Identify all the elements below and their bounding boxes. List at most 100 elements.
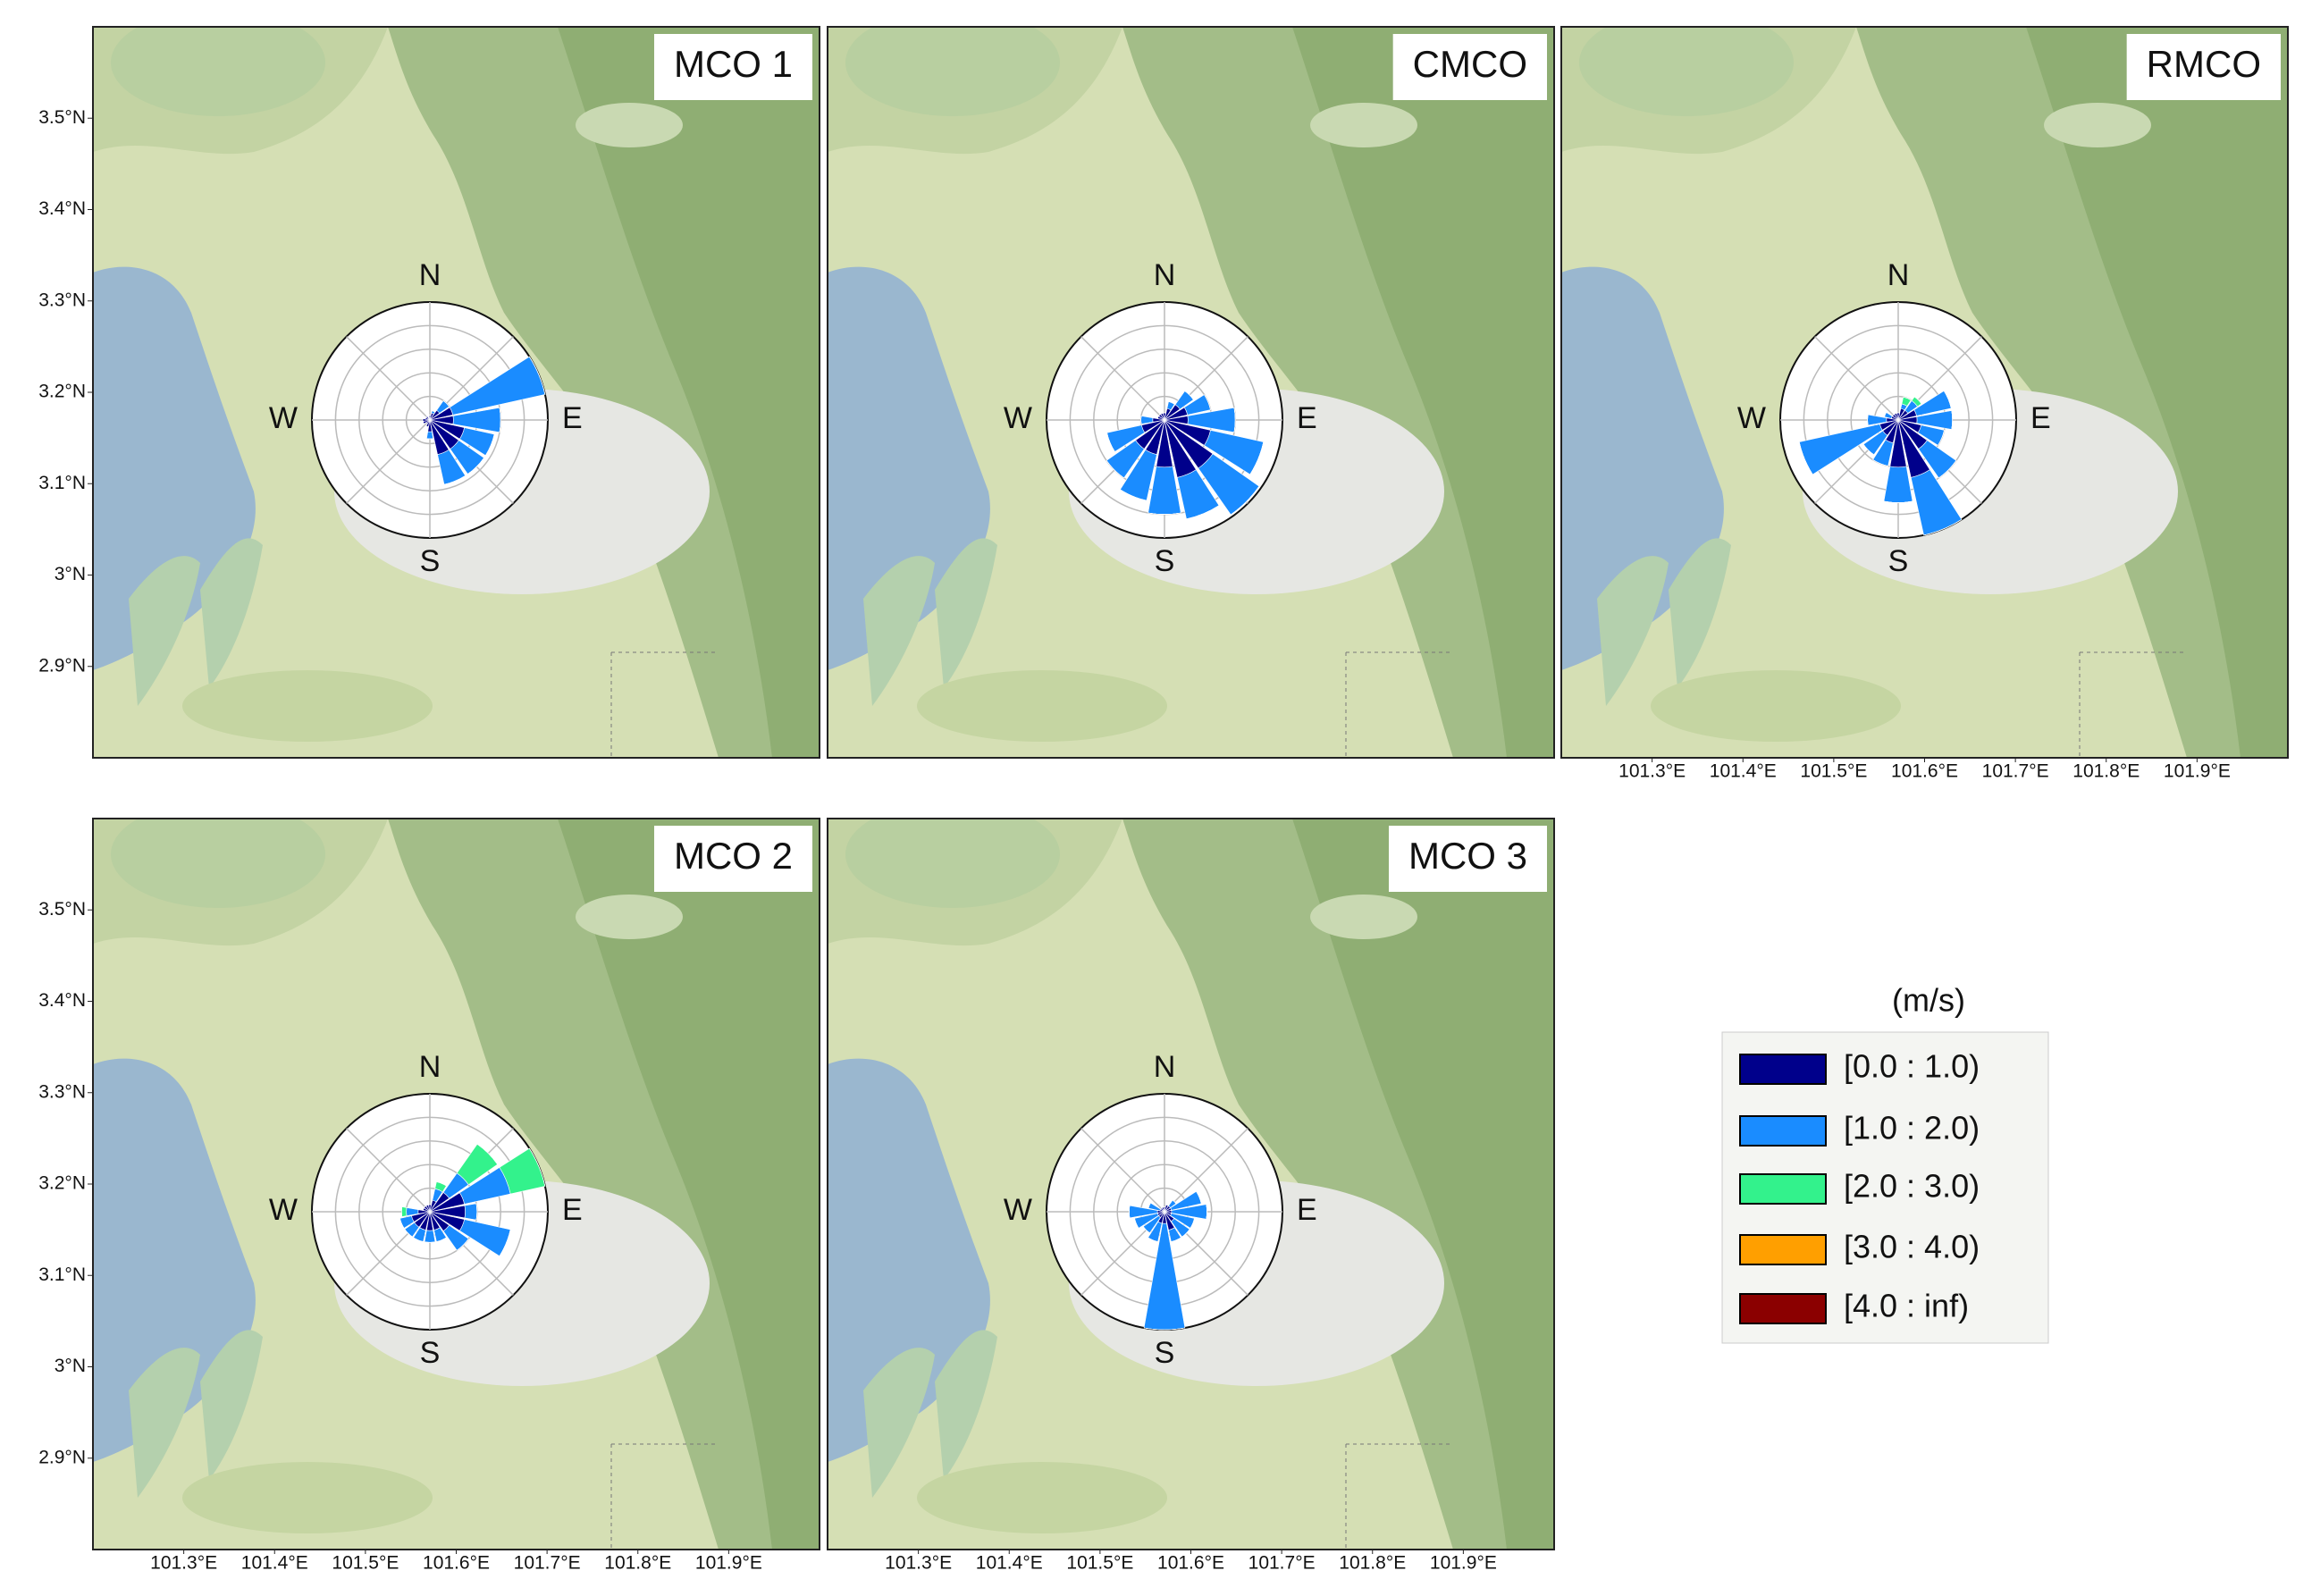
x-tick-label: 101.3°E (885, 1553, 952, 1574)
x-tick-label: 101.4°E (241, 1553, 308, 1574)
compass-label: E (1297, 401, 1317, 435)
x-tick-label: 101.3°E (150, 1553, 217, 1574)
rose-segment (1903, 396, 1912, 400)
panel-title: MCO 3 (1408, 835, 1527, 877)
rose-segment (1172, 1199, 1177, 1205)
x-tick-label: 101.9°E (695, 1553, 762, 1574)
wind-rose (311, 1093, 549, 1331)
compass-label: S (420, 544, 441, 578)
x-tick-label: 101.7°E (1248, 1553, 1316, 1574)
compass-label: E (562, 1193, 583, 1227)
panel-title: RMCO (2147, 43, 2261, 85)
rose-segment (422, 421, 425, 424)
rose-segment (401, 1206, 408, 1217)
x-tick-label: 101.6°E (1891, 761, 1958, 782)
y-tick-label: 3.4°N (38, 198, 86, 219)
y-tick-label: 3°N (55, 1356, 86, 1376)
rose-segment (1938, 460, 1957, 479)
rose-segment (485, 433, 495, 456)
rose-spoke (1080, 1128, 1165, 1213)
map-panel: 2.9°N 3°N 3.1°N 3.2°N 3.3°N 3.4°N 3.5°N 101.3°E… (38, 818, 820, 1574)
panels: 2.9°N 3°N 3.1°N 3.2°N 3.3°N 3.4°N 3.5°N MCO 1 N E… (38, 26, 2289, 1574)
rose-segment (1231, 486, 1260, 516)
x-tick-label: 101.6°E (1157, 1553, 1224, 1574)
compass-label: S (420, 1336, 441, 1370)
panel-title: MCO 1 (674, 43, 793, 85)
x-tick-label: 101.6°E (423, 1553, 490, 1574)
rose-segment (436, 1181, 447, 1187)
rose-spoke (346, 419, 431, 504)
compass-label: N (1887, 258, 1910, 292)
compass-label: E (562, 401, 583, 435)
y-tick-label: 3.5°N (38, 899, 86, 920)
compass-label: N (1154, 258, 1176, 292)
panel-title: MCO 2 (674, 835, 793, 877)
x-tick-label: 101.9°E (1430, 1553, 1497, 1574)
compass-label: S (1155, 1336, 1175, 1370)
compass-label: N (1154, 1050, 1176, 1084)
rose-segment (476, 1144, 498, 1165)
rose-segment (1134, 1218, 1139, 1229)
rose-spoke (346, 336, 431, 421)
panel-title: CMCO (1413, 43, 1527, 85)
compass-label: S (1155, 544, 1175, 578)
x-tick-label: 101.5°E (1800, 761, 1867, 782)
map-panel: 101.3°E 101.4°E 101.5°E 101.6°E 101.7°E 101.8… (827, 818, 1555, 1574)
rose-segment (425, 416, 428, 418)
legend-swatch (1739, 1115, 1827, 1147)
compass-label: N (419, 258, 441, 292)
x-tick-label: 101.5°E (332, 1553, 399, 1574)
x-tick-label: 101.8°E (604, 1553, 671, 1574)
x-tick-label: 101.7°E (514, 1553, 581, 1574)
rose-segment (1144, 1327, 1185, 1331)
rose-segment (1171, 1237, 1181, 1242)
rose-spoke (1164, 1128, 1248, 1213)
x-tick-label: 101.7°E (1982, 761, 2049, 782)
x-tick-label: 101.8°E (2072, 761, 2140, 782)
compass-label: W (1004, 401, 1032, 435)
rose-spoke (1080, 336, 1165, 421)
x-tick-label: 101.4°E (1710, 761, 1777, 782)
title-box (2126, 34, 2281, 100)
rose-segment (1190, 1218, 1195, 1229)
x-tick-label: 101.5°E (1066, 1553, 1133, 1574)
y-tick-label: 3.3°N (38, 290, 86, 310)
compass-label: S (1888, 544, 1909, 578)
legend-title: (m/s) (1892, 982, 1965, 1019)
rose-segment (425, 431, 434, 440)
wind-rose (1046, 1093, 1283, 1331)
legend: (m/s) [0.0 : 1.0) [1.0 : 2.0) [2.0 : 3.0) [… (1721, 982, 2049, 1344)
legend-label: [3.0 : 4.0) (1844, 1229, 1980, 1265)
compass-label: W (1004, 1193, 1032, 1227)
compass-label: N (419, 1050, 441, 1084)
wind-rose (1779, 301, 2017, 539)
rose-segment (1206, 1204, 1207, 1220)
legend-label: [4.0 : inf) (1844, 1288, 1969, 1324)
rose-segment (1148, 1202, 1151, 1209)
y-tick-label: 3°N (55, 564, 86, 584)
legend-swatch (1739, 1234, 1827, 1265)
rose-segment (1913, 396, 1922, 405)
wind-rose (311, 301, 549, 539)
title-box (653, 826, 812, 892)
title-box (653, 34, 812, 100)
legend-label: [2.0 : 3.0) (1844, 1168, 1980, 1205)
y-tick-label: 3.2°N (38, 382, 86, 402)
legend-label: [1.0 : 2.0) (1844, 1110, 1980, 1147)
map-panel: 2.9°N 3°N 3.1°N 3.2°N 3.3°N 3.4°N 3.5°N MCO 1 N E… (38, 26, 820, 759)
compass-label: W (269, 401, 298, 435)
rose-segment (467, 458, 484, 475)
legend-label: [0.0 : 1.0) (1844, 1048, 1980, 1085)
rose-segment (1923, 519, 1963, 536)
rose-segment (413, 1237, 424, 1242)
title-box (1388, 826, 1547, 892)
compass-label: E (1297, 1193, 1317, 1227)
y-tick-label: 2.9°N (38, 655, 86, 676)
y-tick-label: 3.4°N (38, 990, 86, 1011)
legend-swatch (1739, 1173, 1827, 1205)
wind-rose (1046, 301, 1283, 539)
map-panel: 101.3°E 101.4°E 101.5°E 101.6°E 101.7°E 101.8… (1560, 26, 2289, 782)
rose-segment (404, 1229, 413, 1238)
